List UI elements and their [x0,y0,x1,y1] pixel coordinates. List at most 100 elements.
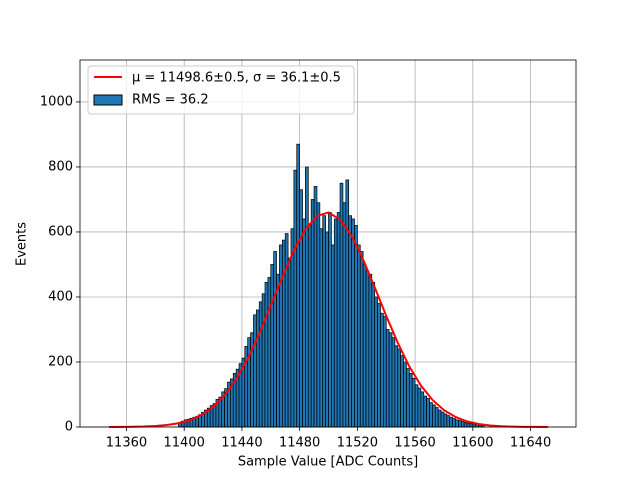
bar [429,402,433,428]
y-tick-label: 400 [48,289,73,304]
x-tick-label: 11400 [164,436,205,451]
bar [354,225,358,428]
y-tick-label: 200 [48,354,73,369]
bar [408,373,413,428]
bar [264,281,269,428]
bar [440,411,445,428]
bar [411,377,416,428]
bar [460,421,465,428]
bar [394,345,399,428]
bar [469,423,474,428]
bars [178,143,485,428]
bar [362,264,367,428]
x-tick-label: 11640 [510,436,551,451]
bar [319,228,324,428]
bar [253,314,257,428]
bar [357,244,361,428]
bar [397,348,402,428]
bar [351,218,355,428]
bar [432,404,436,428]
bar [293,169,298,428]
x-axis-label: Sample Value [ADC Counts] [238,455,418,470]
legend: μ = 11498.6±0.5, σ = 36.1±0.5 RMS = 36.2 [87,65,355,115]
bar [359,251,364,428]
bar [247,337,251,428]
plot-frame [79,59,577,428]
bar [417,387,422,428]
legend-box [87,65,355,115]
bar [446,415,451,428]
bar [267,277,272,428]
bar [348,215,352,428]
bar [336,212,341,428]
legend-label: RMS = 36.2 [132,93,209,108]
y-tick-label: 0 [65,420,73,435]
bar [296,143,300,428]
bar [463,422,468,428]
bar [325,231,329,428]
bar [287,257,292,428]
x-tick-label: 11480 [279,436,320,451]
bar [258,301,263,428]
bar [472,423,477,428]
bar [426,398,430,428]
bar [443,413,448,428]
bar [423,395,427,428]
x-tick-label: 11440 [221,436,262,451]
bar [273,251,277,428]
fit-curve [109,211,548,428]
bar [458,420,462,428]
bar [414,384,419,428]
x-tick-label: 11600 [452,436,493,451]
bar [385,329,390,428]
bar [452,418,456,428]
bar [310,199,315,428]
y-tick-label: 1000 [40,94,73,109]
bar [313,186,318,428]
bar [368,273,373,428]
bar [374,296,378,428]
bar [406,368,410,428]
legend-swatch [93,94,123,106]
bar [307,225,312,428]
x-tick-label: 11520 [337,436,378,451]
bar [281,239,286,428]
y-axis-label: Events [15,222,30,266]
bar [380,312,384,428]
bar [371,281,376,428]
bar [299,189,303,428]
bar [331,244,335,428]
bar [400,355,404,428]
overlay: 11360 11400 11440 11480 11520 11560 11600 11640… [40,59,577,451]
bar [382,316,387,428]
bar [270,264,275,428]
bar [455,419,459,428]
bar [434,407,439,428]
bar [377,303,381,428]
bar [449,416,453,428]
legend-label: μ = 11498.6±0.5, σ = 36.1±0.5 [132,71,341,86]
bar [388,332,393,428]
bar [279,244,283,428]
bar [403,361,407,428]
bar [305,166,309,428]
bar [365,270,370,428]
bar [420,391,425,428]
bar [316,202,321,428]
bar [391,337,396,428]
bar [345,179,350,428]
bar [328,212,332,428]
y-tick-label: 800 [48,159,73,174]
bar [466,422,471,428]
bar [333,218,338,428]
bar [322,215,326,428]
x-tick-label: 11560 [394,436,435,451]
bar [437,409,442,428]
bar [261,293,266,428]
bar [276,273,280,428]
x-tick-label: 11360 [106,436,147,451]
bar [302,218,306,428]
bar [342,202,347,428]
y-tick-label: 600 [48,224,73,239]
